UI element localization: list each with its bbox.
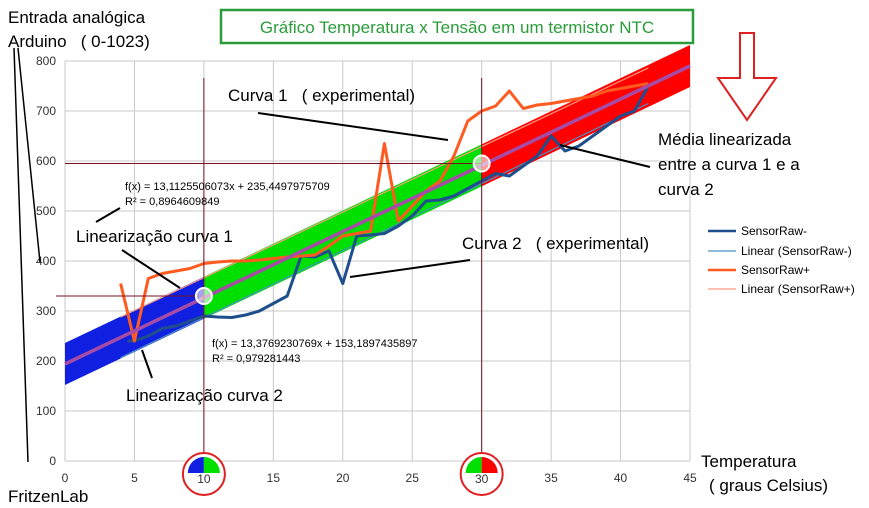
fit1-r2: R² = 0,8964609849 bbox=[125, 196, 220, 208]
y-tick-label: 0 bbox=[49, 454, 56, 468]
ylabel-pointer-line-2 bbox=[17, 47, 41, 263]
x-tick-label: 45 bbox=[683, 471, 697, 485]
pointer-curve1 bbox=[257, 112, 449, 141]
x-tick-label: 5 bbox=[131, 471, 138, 485]
y-tick-label: 100 bbox=[36, 404, 56, 418]
pointer-curve2 bbox=[349, 259, 471, 278]
down-arrow-icon bbox=[716, 32, 778, 122]
credit-label: FritzenLab bbox=[8, 487, 88, 506]
y-tick-label: 300 bbox=[36, 304, 56, 318]
axis-badge-label-2: 30 bbox=[475, 472, 489, 486]
y-tick-label: 500 bbox=[36, 204, 56, 218]
annotation-lin1: Linearização curva 1 bbox=[76, 227, 233, 246]
ylabel-line1: Entrada analógica bbox=[8, 8, 146, 27]
annotation-curve2: Curva 2 ( experimental) bbox=[462, 234, 649, 253]
axis-badge-quarter-right-2 bbox=[481, 457, 498, 473]
y-tick-label: 200 bbox=[36, 354, 56, 368]
title-box bbox=[219, 8, 695, 45]
xlabel-line2: ( graus Celsius) bbox=[709, 476, 828, 495]
x-tick-label: 20 bbox=[336, 471, 350, 485]
y-tick-label: 700 bbox=[36, 104, 56, 118]
pointer-mean bbox=[559, 144, 651, 168]
legend-item-3: SensorRaw+ bbox=[741, 263, 810, 277]
x-tick-label: 0 bbox=[62, 471, 69, 485]
y-tick-label: 600 bbox=[36, 154, 56, 168]
chart-title: Gráfico Temperatura x Tensão em um termi… bbox=[260, 18, 654, 37]
pointer-lin1 bbox=[121, 249, 181, 289]
marker-point-1 bbox=[194, 287, 213, 305]
annotation-mean-3: curva 2 bbox=[658, 180, 714, 199]
annotation-curve1: Curva 1 ( experimental) bbox=[228, 86, 415, 105]
y-axis-ticks: 0 100 200 300 400 500 600 700 800 bbox=[36, 54, 56, 468]
fit2-equation: f(x) = 13,3769230769x + 153,1897435897 bbox=[212, 338, 418, 350]
x-tick-label: 25 bbox=[406, 471, 420, 485]
x-tick-label: 15 bbox=[267, 471, 281, 485]
annotation-mean-2: entre a curva 1 e a bbox=[658, 155, 800, 174]
marker-point-2 bbox=[472, 154, 491, 173]
legend-item-1: SensorRaw- bbox=[741, 224, 807, 238]
series-sensor-plus bbox=[119, 82, 649, 343]
annotation-lin2: Linearização curva 2 bbox=[126, 386, 283, 405]
legend-item-4: Linear (SensorRaw+) bbox=[741, 282, 855, 296]
y-tick-label: 400 bbox=[36, 254, 56, 268]
fit2-r2: R² = 0,979281443 bbox=[212, 353, 300, 365]
x-axis-ticks: 0 5 10 15 20 25 30 35 40 45 bbox=[62, 471, 697, 485]
legend-item-2: Linear (SensorRaw-) bbox=[741, 244, 852, 258]
x-tick-label: 40 bbox=[614, 471, 628, 485]
axis-badge-quarter-left-2 bbox=[465, 457, 482, 473]
ylabel-pointer-line bbox=[13, 47, 29, 463]
reference-markers: 10 30 bbox=[56, 78, 504, 496]
pointer-fit1 bbox=[95, 207, 121, 223]
fit-line-1 bbox=[120, 67, 649, 318]
pointer-lin2 bbox=[141, 349, 153, 379]
y-tick-label: 800 bbox=[36, 54, 56, 68]
axis-badge-quarter-left-1 bbox=[187, 457, 204, 473]
fit1-equation: f(x) = 13,1125506073x + 235,4497975709 bbox=[125, 181, 330, 193]
ylabel-line2: Arduino ( 0-1023) bbox=[8, 32, 150, 51]
axis-badge-label-1: 10 bbox=[197, 472, 211, 486]
xlabel-line1: Temperatura bbox=[701, 452, 797, 471]
annotation-mean-1: Média linearizada bbox=[658, 130, 792, 149]
x-tick-label: 35 bbox=[544, 471, 558, 485]
legend: SensorRaw- Linear (SensorRaw-) SensorRaw… bbox=[708, 224, 855, 296]
mean-linearized-line bbox=[64, 64, 691, 366]
axis-badge-quarter-right-1 bbox=[203, 457, 220, 473]
